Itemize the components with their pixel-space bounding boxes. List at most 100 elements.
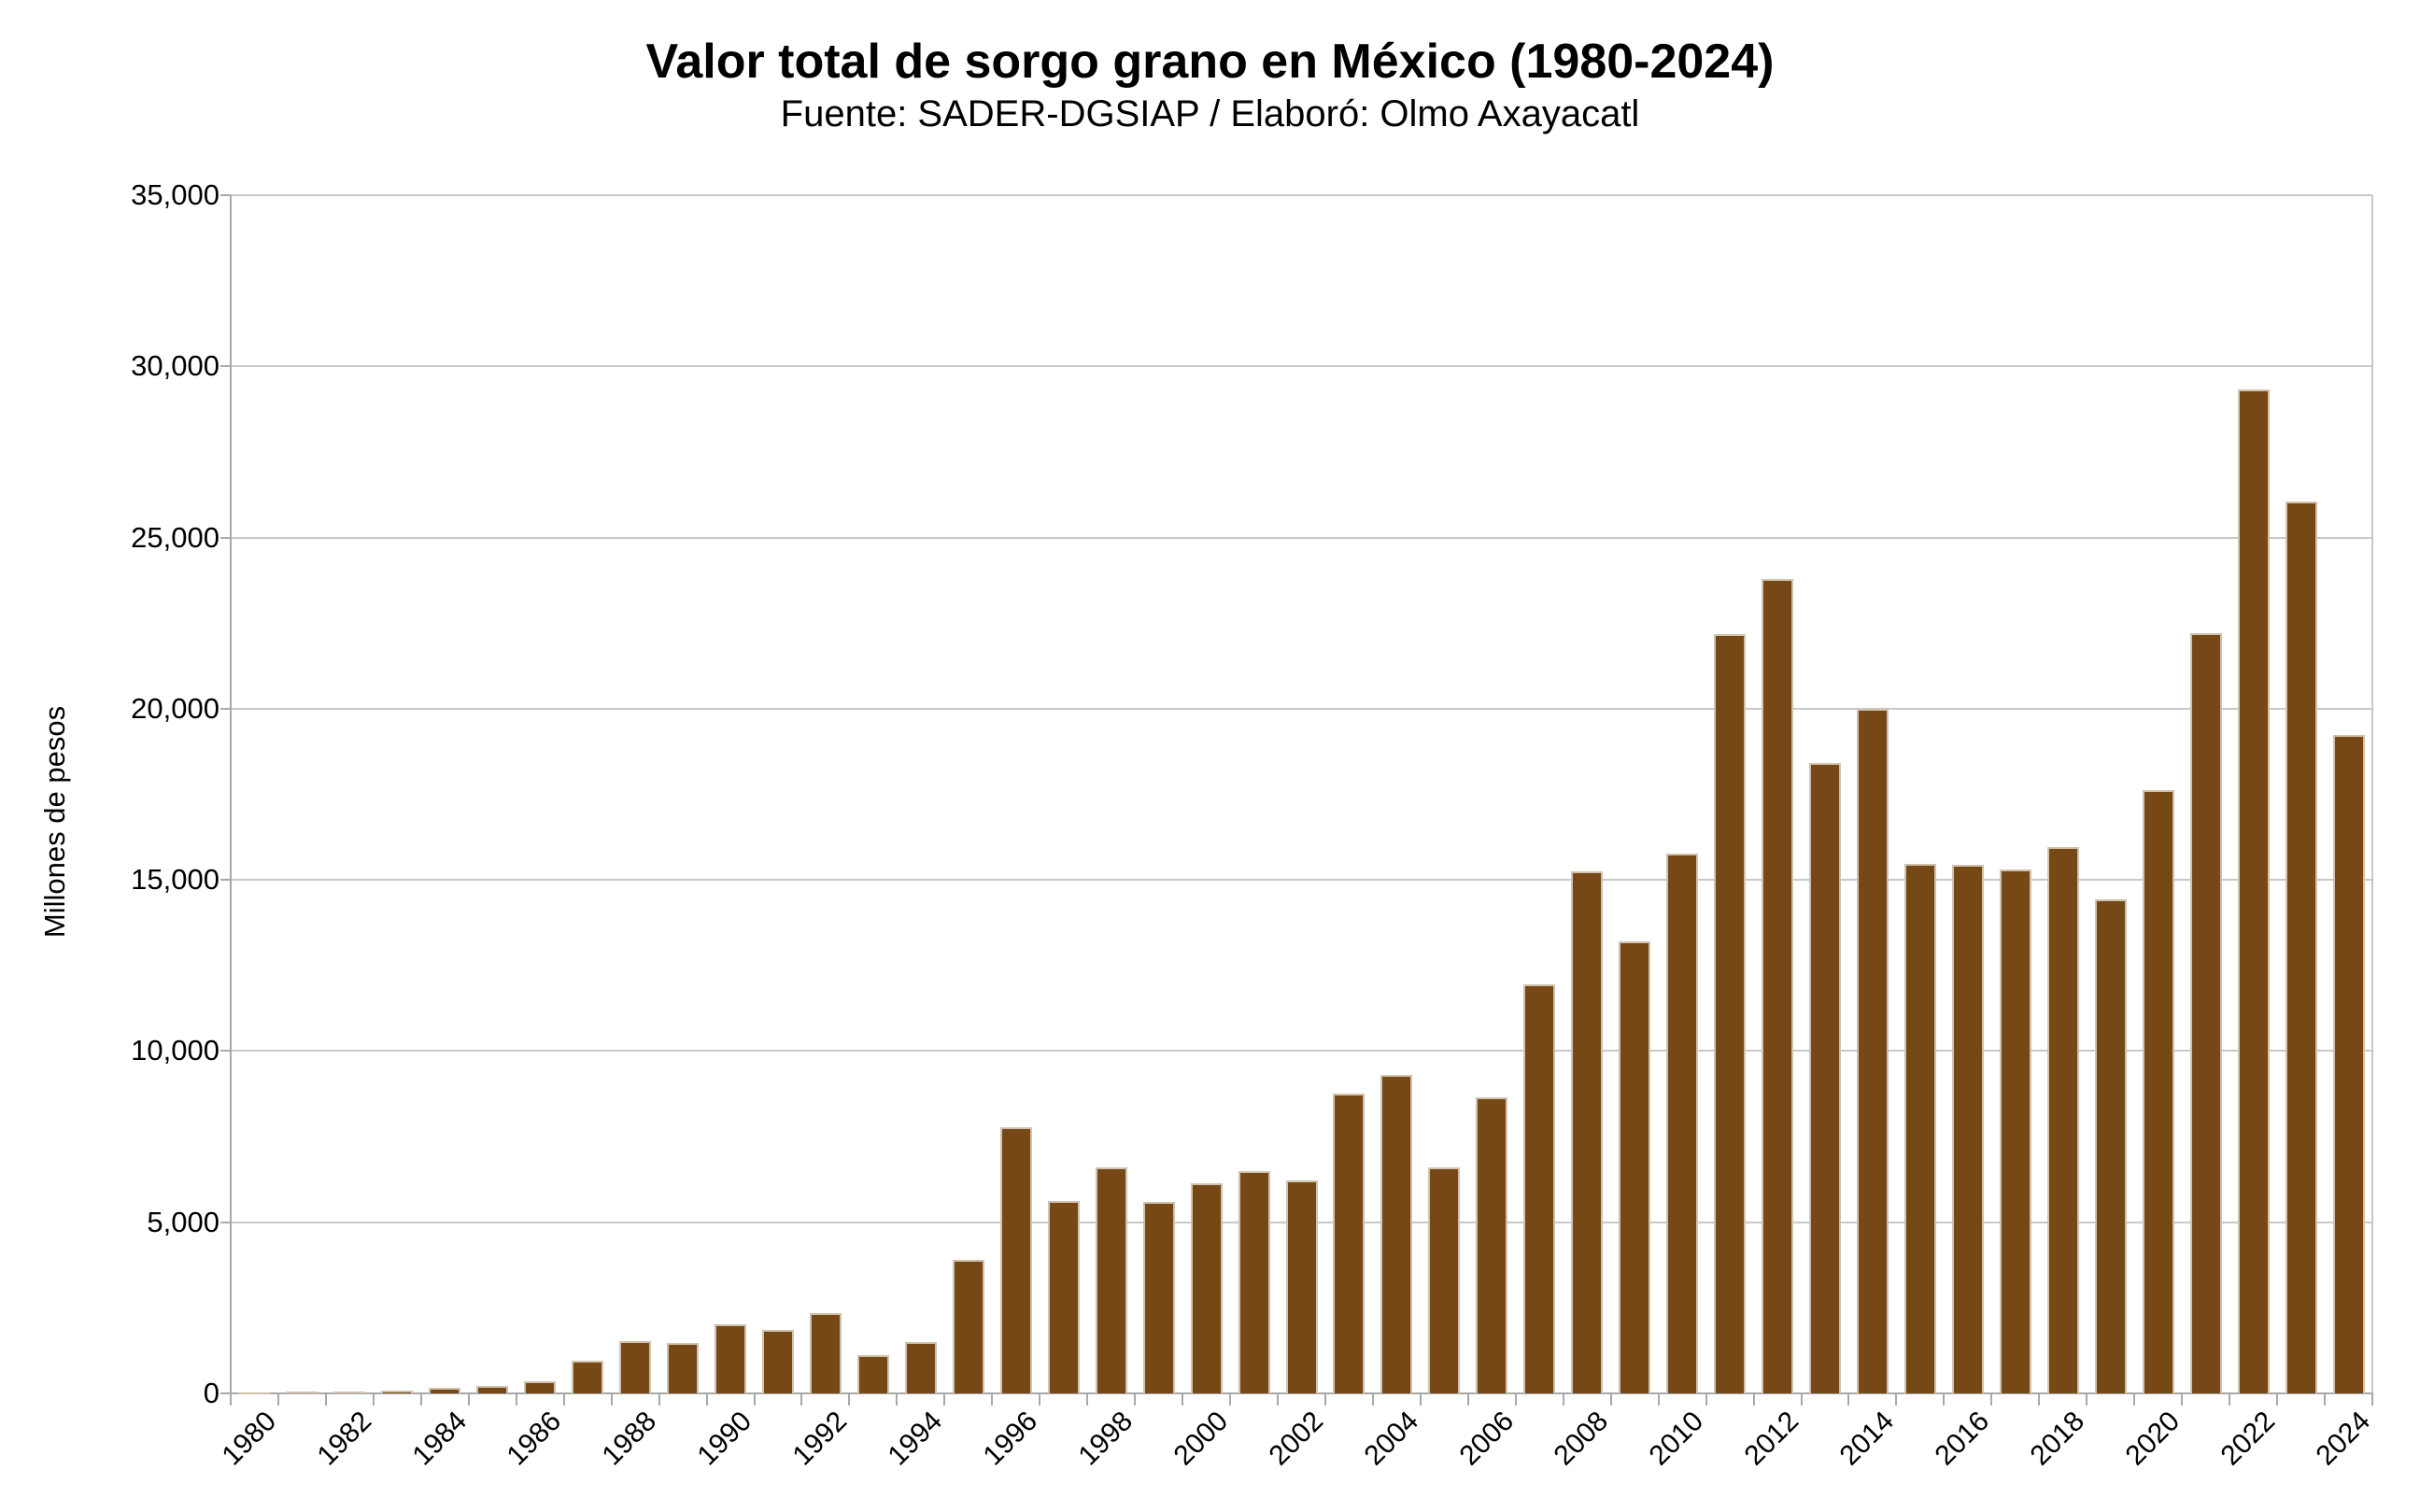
x-tick [705, 1394, 708, 1406]
y-tick-label: 30,000 [131, 349, 219, 383]
x-tick-label-2014: 2014 [1833, 1406, 1901, 1472]
y-tick-label: 20,000 [131, 691, 219, 725]
bar-2013 [1809, 763, 1841, 1393]
x-tick [562, 1394, 565, 1406]
x-tick [1800, 1394, 1803, 1406]
bar-2019 [2094, 899, 2127, 1393]
x-tick [2133, 1394, 2136, 1406]
x-tick [943, 1394, 946, 1406]
x-tick-label-1982: 1982 [311, 1406, 377, 1472]
bar-2010 [1666, 854, 1699, 1393]
bar-1999 [1142, 1201, 1175, 1393]
bar-1998 [1095, 1167, 1127, 1393]
x-tick [1657, 1394, 1660, 1406]
y-axis-line [230, 195, 232, 1395]
x-tick-label-1988: 1988 [596, 1406, 663, 1472]
chart-subtitle: Fuente: SADER-DGSIAP / Elaboró: Olmo Axa… [780, 93, 1640, 134]
bar-2005 [1428, 1167, 1461, 1393]
x-tick-label-2006: 2006 [1453, 1406, 1520, 1472]
x-tick [896, 1394, 899, 1406]
bar-2008 [1571, 870, 1604, 1393]
x-tick [1371, 1394, 1374, 1406]
x-tick [2229, 1394, 2231, 1406]
bar-2014 [1856, 708, 1889, 1393]
bar-1996 [999, 1127, 1032, 1393]
bar-1995 [952, 1260, 984, 1393]
x-tick-label-1980: 1980 [216, 1406, 282, 1472]
x-tick [2276, 1394, 2279, 1406]
x-tick [1039, 1394, 1041, 1406]
gridline-25000 [231, 536, 2372, 539]
x-tick [1466, 1394, 1469, 1406]
chart-title: Valor total de sorgo grano en México (19… [645, 35, 1775, 89]
x-tick [1847, 1394, 1850, 1406]
bar-1980 [238, 1392, 271, 1394]
bar-1986 [524, 1381, 557, 1393]
x-tick-label-1986: 1986 [502, 1406, 568, 1472]
x-tick [1229, 1394, 1232, 1406]
bar-2000 [1190, 1182, 1223, 1393]
bar-2024 [2332, 734, 2365, 1393]
x-tick [1752, 1394, 1755, 1406]
y-tick-35,000 [220, 194, 231, 196]
y-tick-20,000 [220, 707, 231, 710]
x-tick [848, 1394, 851, 1406]
bar-1987 [572, 1360, 604, 1393]
x-tick-label-1998: 1998 [1072, 1406, 1139, 1472]
x-tick-label-2002: 2002 [1263, 1406, 1329, 1472]
y-tick-label: 35,000 [131, 178, 219, 211]
bar-1993 [856, 1355, 889, 1393]
x-tick [1943, 1394, 1946, 1406]
x-tick [1990, 1394, 1993, 1406]
bar-1982 [333, 1391, 366, 1393]
x-tick-label-2018: 2018 [2024, 1406, 2091, 1472]
x-axis-line [230, 1392, 2373, 1394]
bar-2006 [1476, 1097, 1508, 1393]
gridline-10000 [231, 1050, 2372, 1053]
x-tick [515, 1394, 517, 1406]
x-tick [2324, 1394, 2327, 1406]
bar-2009 [1619, 941, 1651, 1393]
y-tick-0 [220, 1392, 231, 1394]
x-tick-label-2010: 2010 [1643, 1406, 1710, 1472]
x-tick [419, 1394, 422, 1406]
bar-1991 [761, 1329, 794, 1393]
x-tick [324, 1394, 327, 1406]
y-tick-15,000 [220, 879, 231, 882]
plot-right-border [2371, 195, 2373, 1393]
x-tick-label-1996: 1996 [977, 1406, 1044, 1472]
x-tick-label-1990: 1990 [691, 1406, 758, 1472]
y-tick-label: 25,000 [131, 520, 219, 554]
x-tick-label-2022: 2022 [2215, 1406, 2281, 1472]
x-tick [1277, 1394, 1280, 1406]
bar-1989 [667, 1342, 700, 1393]
y-tick-25,000 [220, 536, 231, 539]
bar-2012 [1762, 578, 1794, 1393]
y-tick-10,000 [220, 1050, 231, 1053]
bar-2016 [1951, 864, 1984, 1393]
bar-1988 [619, 1340, 652, 1393]
x-tick [1562, 1394, 1564, 1406]
x-tick-label-1992: 1992 [786, 1406, 854, 1472]
x-tick [276, 1394, 279, 1406]
x-tick [610, 1394, 613, 1406]
gridline-20000 [231, 707, 2372, 710]
y-tick-label: 10,000 [131, 1034, 219, 1067]
bar-1992 [809, 1312, 842, 1393]
bar-2011 [1714, 633, 1747, 1393]
y-tick-5,000 [220, 1221, 231, 1223]
x-tick-label-2020: 2020 [2119, 1406, 2186, 1472]
bar-2017 [1999, 869, 2031, 1393]
x-tick [753, 1394, 756, 1406]
x-tick [1609, 1394, 1612, 1406]
gridline-35000 [231, 194, 2372, 196]
x-tick [1419, 1394, 1422, 1406]
x-tick-label-2024: 2024 [2310, 1406, 2376, 1472]
x-tick [467, 1394, 470, 1406]
x-tick-label-2016: 2016 [1929, 1406, 1996, 1472]
x-tick [230, 1394, 232, 1406]
x-tick [991, 1394, 994, 1406]
bar-2004 [1380, 1074, 1413, 1393]
gridline-15000 [231, 879, 2372, 882]
